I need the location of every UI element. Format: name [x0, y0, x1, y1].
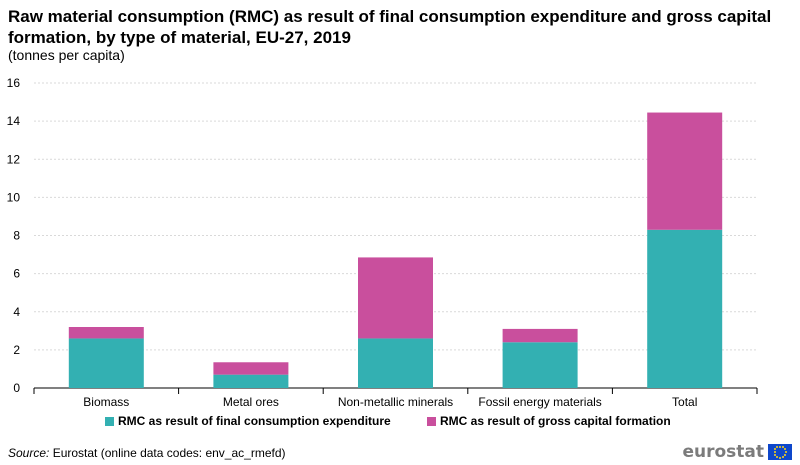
x-tick-label: Biomass [83, 395, 129, 409]
legend-label: RMC as result of gross capital formation [440, 414, 671, 428]
x-tick-label: Total [672, 395, 697, 409]
y-tick-label: 10 [7, 190, 21, 204]
y-tick-label: 12 [7, 152, 21, 166]
bar-gross-capital [213, 362, 289, 375]
bar-final-consumption [213, 374, 289, 388]
y-tick-label: 8 [13, 229, 20, 243]
y-tick-label: 4 [13, 305, 20, 319]
chart-subtitle: (tonnes per capita) [8, 47, 125, 63]
eurostat-logo: eurostat [682, 442, 792, 462]
eu-flag-icon [768, 444, 792, 460]
bar-gross-capital [647, 112, 723, 230]
legend-swatch [105, 417, 114, 426]
y-tick-label: 2 [13, 343, 20, 357]
source-text: Eurostat (online data codes: env_ac_rmef… [52, 446, 286, 460]
bar-final-consumption [358, 338, 433, 388]
bar-gross-capital [358, 257, 433, 339]
x-tick-label: Non-metallic minerals [338, 395, 453, 409]
bar-gross-capital [502, 328, 578, 343]
y-tick-label: 14 [7, 114, 21, 128]
y-tick-label: 6 [13, 267, 20, 281]
source-label: Source: [8, 446, 50, 460]
y-tick-label: 0 [13, 381, 20, 395]
source-note: Source: Eurostat (online data codes: env… [8, 446, 286, 460]
y-tick-label: 16 [7, 76, 21, 90]
stacked-bar-chart: 0 2 4 6 8 10 12 14 16 Biomass Metal ores Non-metall… [7, 76, 758, 428]
chart-title: Raw material consumption (RMC) as result… [8, 7, 772, 47]
bar-final-consumption [647, 229, 723, 388]
x-tick-label: Fossil energy materials [478, 395, 601, 409]
bar-gross-capital [68, 327, 144, 339]
bar-final-consumption [68, 338, 144, 388]
legend-label: RMC as result of final consumption expen… [118, 414, 391, 428]
logo-text: eurostat [682, 442, 764, 462]
x-tick-label: Metal ores [223, 395, 279, 409]
bar-final-consumption [502, 342, 578, 388]
legend-swatch [427, 417, 436, 426]
